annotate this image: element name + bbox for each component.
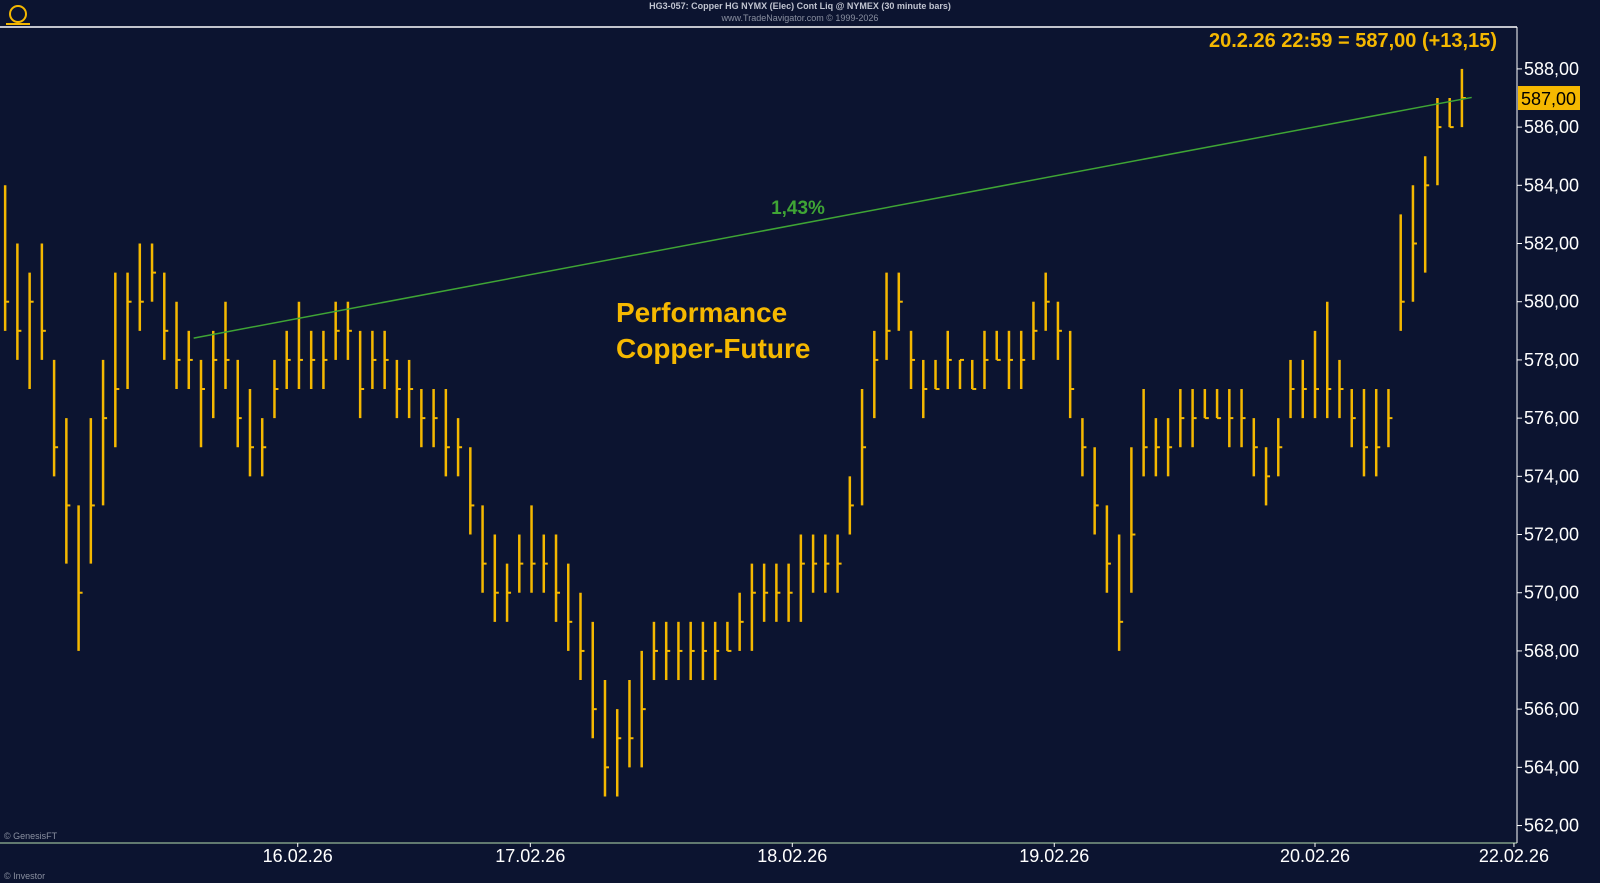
- y-tick-label: 582,00: [1524, 234, 1579, 254]
- y-tick-label: 580,00: [1524, 292, 1579, 312]
- x-tick-label: 22.02.26: [1479, 846, 1549, 866]
- x-tick-label: 20.02.26: [1280, 846, 1350, 866]
- trendline-label: 1,43%: [771, 198, 825, 219]
- y-tick-label: 578,00: [1524, 350, 1579, 370]
- chart-subtitle: www.TradeNavigator.com © 1999-2026: [721, 13, 879, 23]
- y-tick-label: 574,00: [1524, 466, 1579, 486]
- trendline: [193, 96, 1472, 339]
- footer: © Investor: [4, 871, 45, 881]
- logo: [6, 5, 30, 25]
- price-tag: [1518, 86, 1580, 111]
- y-tick-label: 576,00: [1524, 408, 1579, 428]
- y-tick-label: 588,00: [1524, 59, 1579, 79]
- y-tick-label: 566,00: [1524, 699, 1579, 719]
- credit: © GenesisFT: [4, 831, 58, 841]
- y-tick-label: 568,00: [1524, 641, 1579, 661]
- x-tick-label: 19.02.26: [1019, 846, 1089, 866]
- y-tick-label: 584,00: [1524, 175, 1579, 195]
- annotation-line: Performance: [616, 297, 787, 328]
- x-tick-label: 16.02.26: [263, 846, 333, 866]
- x-tick-label: 17.02.26: [495, 846, 565, 866]
- x-tick-label: 18.02.26: [757, 846, 827, 866]
- chart-title: HG3-057: Copper HG NYMX (Elec) Cont Liq …: [649, 1, 951, 11]
- y-tick-label: 586,00: [1524, 117, 1579, 137]
- last-price-text: 20.2.26 22:59 = 587,00 (+13,15): [1209, 30, 1497, 52]
- price-tag-label: 587,00: [1521, 89, 1576, 109]
- y-tick-label: 572,00: [1524, 525, 1579, 545]
- annotation-line: Copper-Future: [616, 333, 810, 364]
- y-tick-label: 570,00: [1524, 583, 1579, 603]
- y-tick-label: 562,00: [1524, 816, 1579, 836]
- y-tick-label: 564,00: [1524, 757, 1579, 777]
